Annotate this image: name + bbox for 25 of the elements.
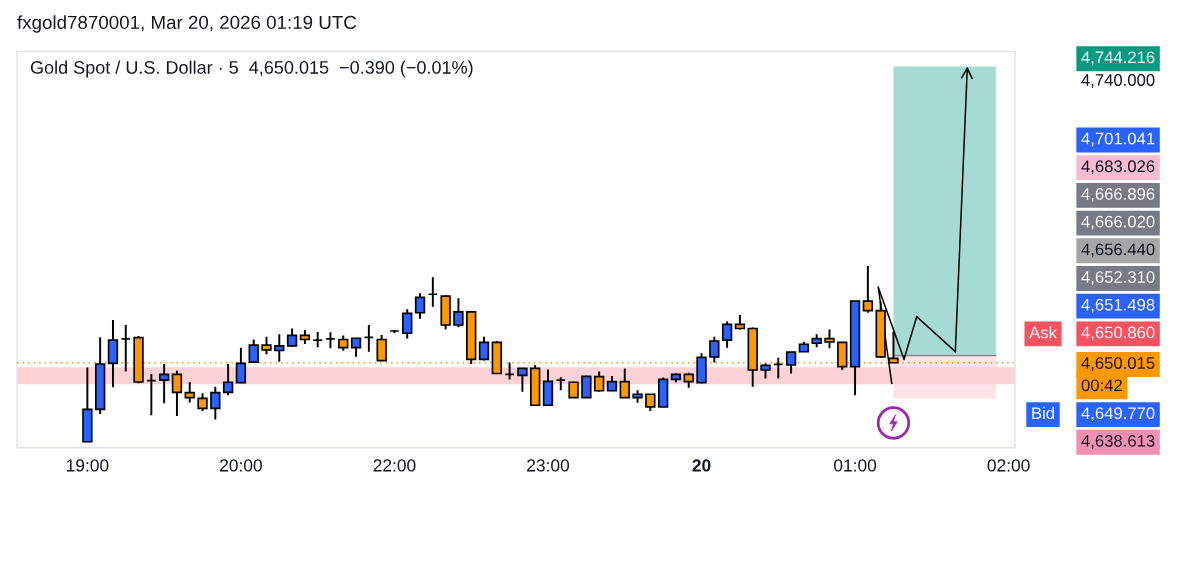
y-tick-label: 4,650.015 bbox=[1081, 357, 1155, 371]
y-tick-label: 4,740.000 bbox=[1081, 74, 1155, 88]
text: 4,701.041 bbox=[1081, 132, 1155, 147]
text: 4,650.860 bbox=[1081, 326, 1155, 341]
text: 4,651.498 bbox=[1081, 298, 1155, 313]
chart-title: Gold Spot / U.S. Dollar · 5 4,650.015 −0.390 (−0.01%) bbox=[30, 60, 473, 78]
x-tick-label: 23:00 bbox=[527, 459, 570, 472]
text: 4,649.770 bbox=[1081, 407, 1155, 422]
text: Ask bbox=[1029, 326, 1057, 339]
text: 4,638.613 bbox=[1081, 434, 1155, 449]
text: 4,656.440 bbox=[1081, 243, 1155, 258]
text: 4,744.216 bbox=[1081, 51, 1155, 66]
text: 4,666.896 bbox=[1081, 188, 1155, 202]
x-tick-label: 20:00 bbox=[220, 459, 262, 472]
x-tick-label: 02:00 bbox=[987, 459, 1030, 472]
x-tick-label: 19:00 bbox=[66, 459, 109, 472]
x-tick-label: 01:00 bbox=[834, 459, 877, 472]
x-tick-label: 22:00 bbox=[373, 459, 416, 472]
x-tick-label: 20 bbox=[692, 459, 711, 472]
text: 4,666.020 bbox=[1081, 215, 1155, 230]
text: 4,683.026 bbox=[1081, 160, 1155, 175]
text: 00:42 bbox=[1081, 379, 1122, 392]
text: 4,652.310 bbox=[1081, 271, 1155, 285]
text: Bid bbox=[1032, 406, 1054, 420]
text: fxgold7870001, Mar 20, 2026 01:19 UTC bbox=[17, 15, 357, 33]
